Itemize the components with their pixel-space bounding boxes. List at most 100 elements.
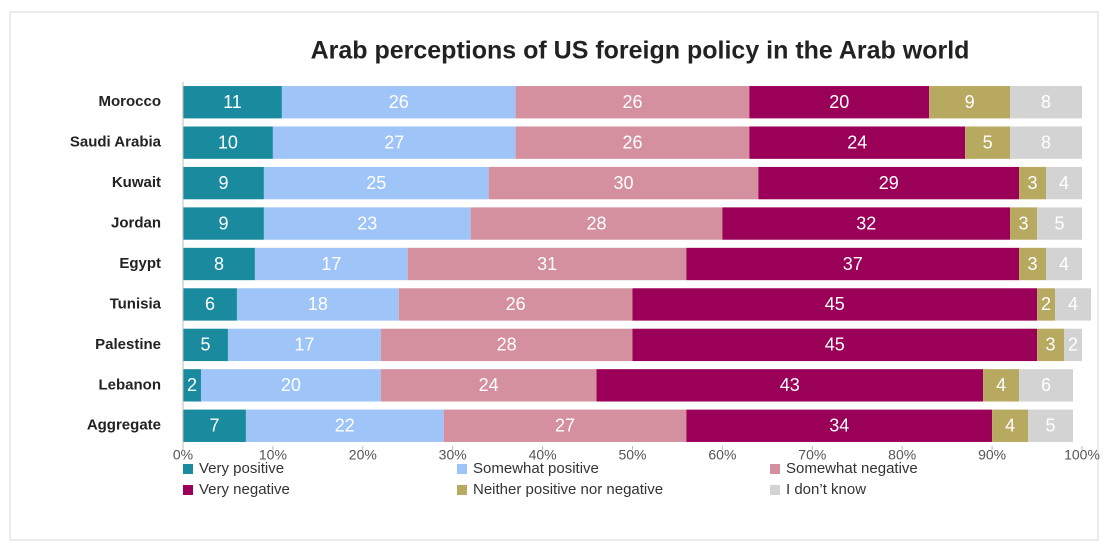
bar-segment xyxy=(1019,247,1047,281)
data-label: 32 xyxy=(856,213,876,233)
data-label: 45 xyxy=(825,335,845,355)
bar-segment xyxy=(686,247,1020,281)
y-tick-label: Tunisia xyxy=(110,295,162,312)
data-label: 34 xyxy=(829,416,849,436)
x-tick-label: 80% xyxy=(888,447,916,463)
data-label: 9 xyxy=(965,92,975,112)
bar-segment xyxy=(263,207,471,240)
data-label: 20 xyxy=(281,375,301,395)
legend-swatch xyxy=(770,464,780,474)
y-tick-label: Saudi Arabia xyxy=(70,134,162,151)
bar-segment xyxy=(236,288,399,321)
legend-swatch xyxy=(770,485,780,495)
y-tick-label: Morocco xyxy=(98,93,161,110)
data-label: 3 xyxy=(1028,173,1038,193)
data-label: 18 xyxy=(308,294,328,314)
x-tick-label: 60% xyxy=(708,447,736,463)
data-label: 24 xyxy=(479,375,499,395)
bar-segment xyxy=(183,207,264,240)
bar-segment xyxy=(929,86,1011,119)
data-label: 28 xyxy=(497,335,517,355)
y-tick-label: Egypt xyxy=(119,255,161,272)
x-tick-label: 10% xyxy=(259,447,287,463)
bar-segment xyxy=(992,409,1029,442)
bar-segment xyxy=(470,207,723,240)
data-label: 3 xyxy=(1046,335,1056,355)
data-label: 4 xyxy=(996,375,1006,395)
bar-segment xyxy=(272,126,516,159)
bar-segment xyxy=(398,288,633,321)
y-tick-label: Jordan xyxy=(111,215,161,232)
data-label: 3 xyxy=(1019,213,1029,233)
chart-title: Arab perceptions of US foreign policy in… xyxy=(311,37,970,65)
x-tick-label: 20% xyxy=(349,447,377,463)
data-label: 45 xyxy=(825,294,845,314)
data-label: 5 xyxy=(983,132,993,152)
bar-segment xyxy=(245,409,444,442)
bar-segment xyxy=(758,166,1020,200)
x-tick-label: 0% xyxy=(173,447,193,463)
y-tick-label: Aggregate xyxy=(87,417,161,434)
legend-swatch xyxy=(457,464,467,474)
bar-segment xyxy=(183,288,237,321)
data-label: 8 xyxy=(1041,92,1051,112)
bar-segment xyxy=(1010,86,1082,119)
bar-segment xyxy=(183,166,264,200)
data-label: 17 xyxy=(294,335,314,355)
bar-segment xyxy=(515,126,750,159)
legend-label: Somewhat positive xyxy=(473,460,599,477)
bar-segment xyxy=(722,207,1011,240)
data-label: 24 xyxy=(847,132,867,152)
data-label: 4 xyxy=(1059,173,1069,193)
bar-segment xyxy=(632,288,1038,321)
data-label: 9 xyxy=(218,173,228,193)
bar-segment xyxy=(1019,369,1074,402)
bar-segment xyxy=(983,369,1020,402)
data-label: 5 xyxy=(1055,213,1065,233)
data-label: 9 xyxy=(218,213,228,233)
legend-label: Somewhat negative xyxy=(786,460,918,477)
data-label: 27 xyxy=(555,416,575,436)
data-label: 11 xyxy=(223,92,242,112)
legend-label: Very positive xyxy=(199,460,284,477)
bar-segment xyxy=(380,369,597,402)
bar-segment xyxy=(965,126,1011,159)
x-tick-label: 50% xyxy=(618,447,646,463)
data-label: 37 xyxy=(843,254,863,274)
data-label: 23 xyxy=(357,213,377,233)
data-label: 2 xyxy=(187,375,197,395)
bar-segment xyxy=(254,247,408,281)
data-label: 30 xyxy=(613,173,633,193)
data-label: 6 xyxy=(205,294,215,314)
data-label: 5 xyxy=(200,335,210,355)
bar-segment xyxy=(1019,166,1047,200)
data-label: 7 xyxy=(209,416,219,436)
bar-segment xyxy=(1037,207,1082,240)
data-label: 8 xyxy=(1041,132,1051,152)
x-tick-label: 100% xyxy=(1064,447,1100,463)
bar-segment xyxy=(749,86,930,119)
data-label: 27 xyxy=(384,132,404,152)
x-tick-label: 70% xyxy=(798,447,826,463)
data-label: 4 xyxy=(1059,254,1069,274)
legend-swatch xyxy=(457,485,467,495)
data-label: 8 xyxy=(214,254,224,274)
legend-swatch xyxy=(183,485,193,495)
bar-segment xyxy=(488,166,759,200)
legend-label: I don’t know xyxy=(786,481,866,498)
bar-segment xyxy=(1046,247,1082,281)
bar-segment xyxy=(281,86,516,119)
bar-segment xyxy=(263,166,489,200)
bar-segment xyxy=(183,369,201,402)
bar-segment xyxy=(1028,409,1074,442)
bar-segment xyxy=(1037,288,1056,321)
bar-segment xyxy=(200,369,381,402)
bar-segment xyxy=(686,409,993,442)
legend-label: Very negative xyxy=(199,481,290,498)
x-tick-label: 40% xyxy=(529,447,557,463)
x-tick-label: 90% xyxy=(978,447,1006,463)
data-label: 4 xyxy=(1068,294,1078,314)
bar-segment xyxy=(1064,328,1082,362)
data-label: 26 xyxy=(622,132,642,152)
